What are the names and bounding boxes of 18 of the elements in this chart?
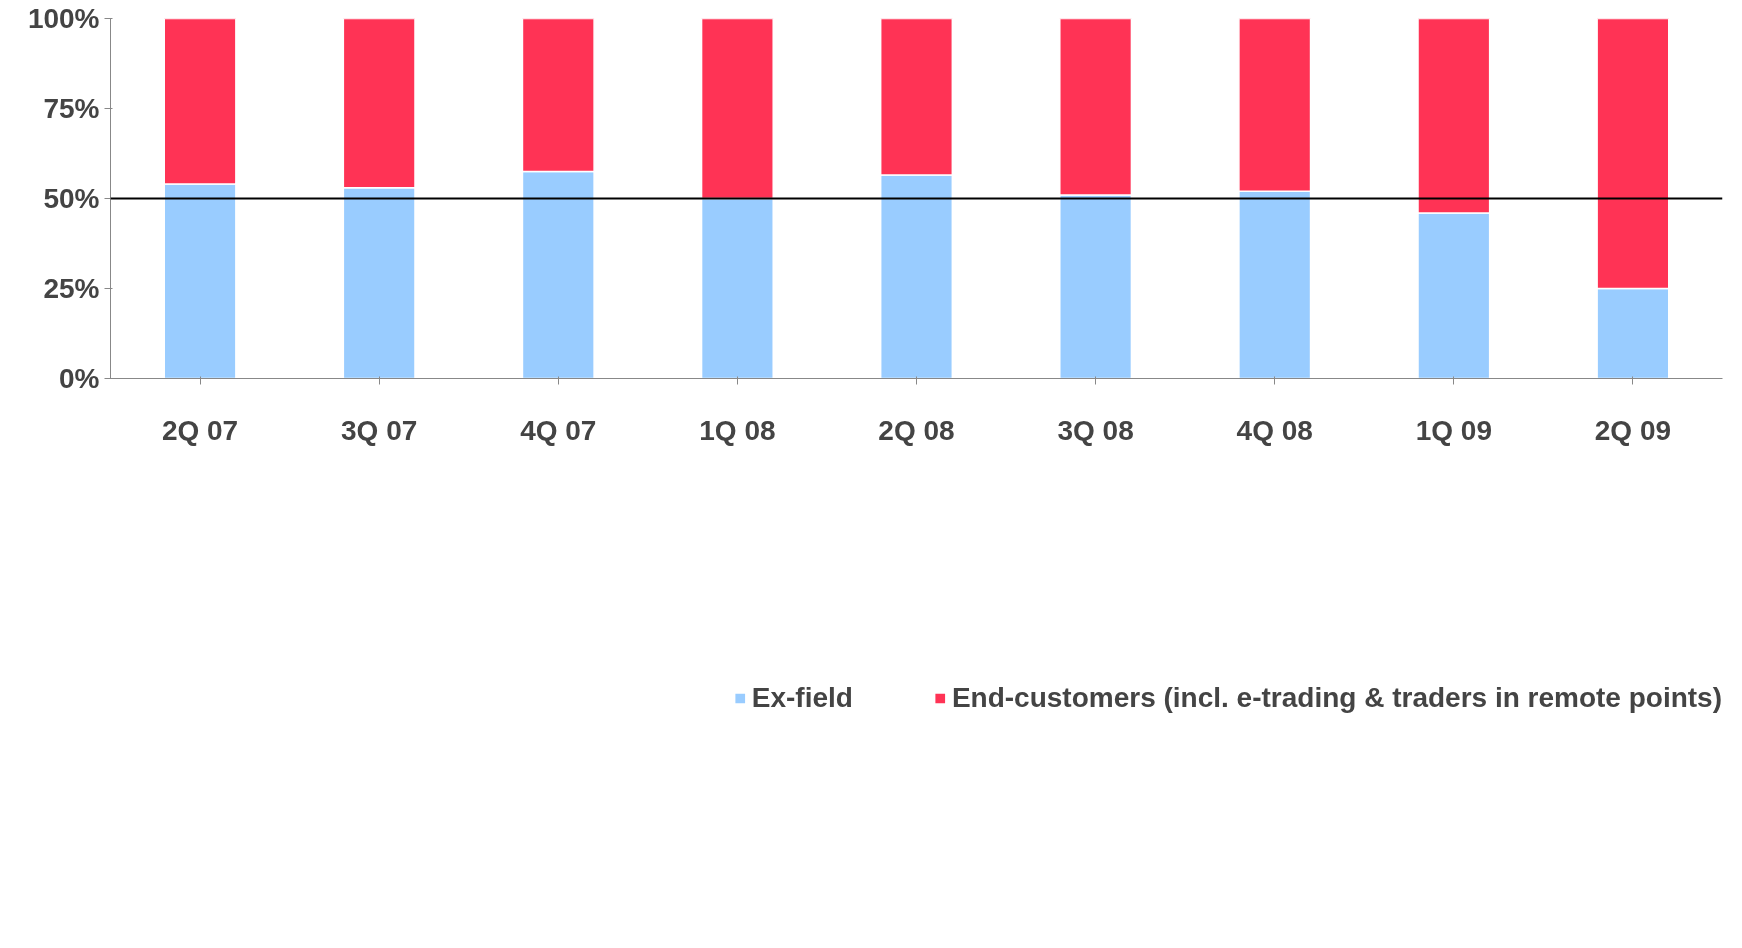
- x-tick-label: 1Q 09: [1415, 414, 1492, 446]
- y-tick-label: 25%: [43, 273, 100, 304]
- y-tick-label: 100%: [27, 3, 100, 34]
- legend-label: Ex-field: [751, 682, 853, 714]
- x-tick-label: 1Q 08: [699, 414, 776, 446]
- y-tick-label: 75%: [43, 93, 100, 124]
- x-tick-label: 3Q 08: [1057, 414, 1134, 446]
- legend-label: End-customers (incl. e-trading & traders in remote points): [951, 682, 1722, 714]
- x-tick-label: 3Q 07: [341, 414, 418, 446]
- y-tick-label: 50%: [43, 183, 100, 214]
- x-tick-label: 4Q 07: [520, 414, 597, 446]
- bar: [700, 18, 774, 200]
- x-tick-label: 2Q 07: [161, 414, 239, 446]
- x-tick-label: 4Q 08: [1236, 414, 1313, 446]
- x-tick-label: 2Q 08: [878, 414, 955, 446]
- x-tick-label: 2Q 09: [1594, 414, 1672, 446]
- y-tick-label: 0%: [59, 363, 100, 394]
- bar: [700, 197, 774, 379]
